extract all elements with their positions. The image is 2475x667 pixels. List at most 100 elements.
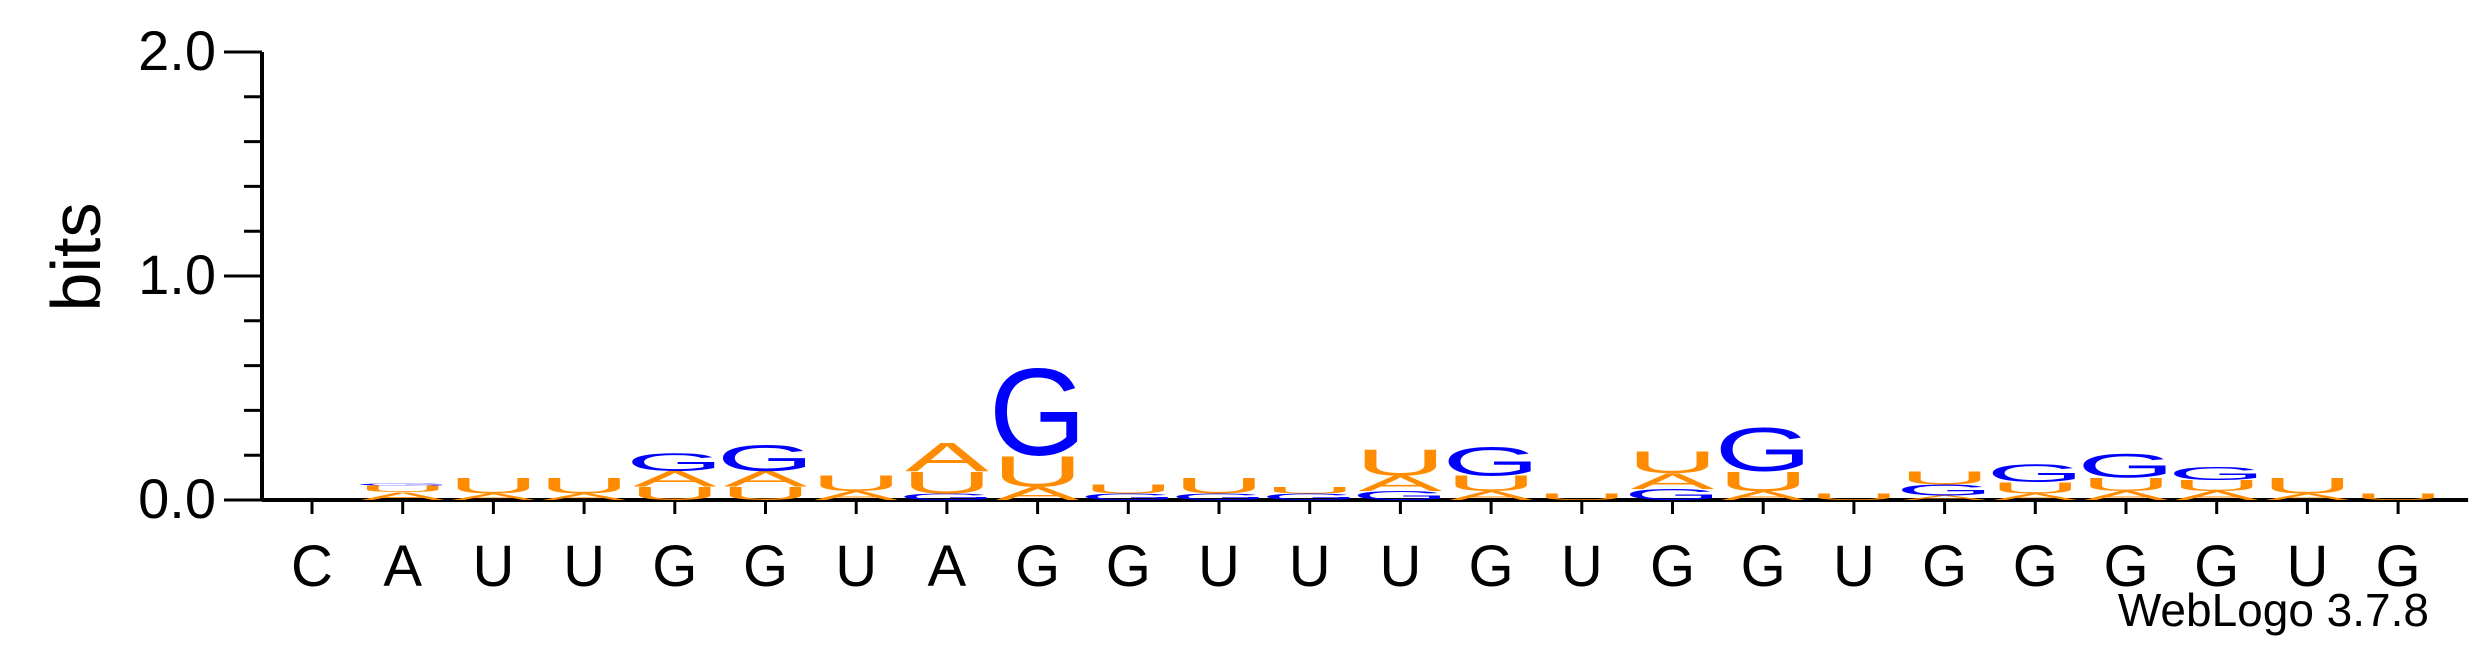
logo-letter-U: U (629, 483, 720, 504)
logo-letter-U: U (2353, 492, 2444, 502)
logo-letter-G: G (1442, 439, 1540, 484)
logo-letter-glyph: U (1627, 445, 1718, 480)
logo-letter-glyph: A (814, 489, 898, 503)
x-tick-label: U (1198, 534, 1240, 599)
logo-letter-A: A (1721, 489, 1805, 503)
logo-letter-A: A (1449, 489, 1533, 503)
logo-letter-glyph: U (629, 483, 720, 504)
logo-letter-glyph: G (2168, 463, 2266, 484)
logo-letter-glyph: A (905, 434, 990, 479)
x-tick-label: G (1650, 534, 1695, 599)
x-tick-label: G (1741, 534, 1786, 599)
x-tick-label: U (1379, 534, 1421, 599)
logo-letter-glyph: G (1079, 492, 1177, 502)
logo-letter-U: U (2171, 477, 2262, 494)
logo-letter-G: G (2077, 447, 2175, 485)
logo-letter-G: G (1986, 460, 2084, 488)
logo-letter-A: A (905, 434, 990, 479)
logo-letter-G: G (1624, 486, 1722, 503)
logo-letter-U: U (1627, 445, 1718, 480)
x-tick-label: U (1561, 534, 1603, 599)
logo-letter-glyph: G (354, 483, 452, 486)
logo-letter-glyph: A (542, 492, 627, 502)
x-tick-label: U (563, 534, 605, 599)
x-tick-label: U (1289, 534, 1331, 599)
logo-letter-G: G (1896, 481, 1994, 498)
logo-letter-glyph: U (1718, 466, 1809, 497)
logo-letter-glyph: U (1083, 482, 1174, 496)
logo-letter-G: G (717, 437, 815, 479)
logo-letter-U: U (1718, 466, 1809, 497)
logo-letter-A: A (361, 490, 446, 502)
logo-letter-G: G (2168, 463, 2266, 484)
logo-letter-U: U (720, 483, 811, 504)
logo-letter-glyph: A (996, 483, 1080, 504)
logo-letter-glyph: A (1631, 469, 1715, 493)
logo-letter-glyph: G (1442, 439, 1540, 484)
logo-letter-glyph: U (1899, 468, 1990, 489)
x-tick-label: G (1922, 534, 1967, 599)
y-tick-label: 0.0 (138, 467, 216, 530)
logo-letter-U: U (1083, 482, 1174, 496)
logo-letter-U: U (811, 471, 902, 495)
logo-letter-glyph: U (902, 465, 993, 500)
logo-letter-U: U (1809, 492, 1900, 502)
logo-letter-G: G (1714, 415, 1812, 485)
logo-letter-A: A (1358, 471, 1442, 495)
y-axis: 0.0 1.0 2.0 (138, 19, 264, 530)
logo-letter-glyph: G (1170, 492, 1268, 502)
logo-letter-glyph: U (992, 447, 1083, 496)
logo-letter-glyph: U (2171, 477, 2262, 494)
logo-letter-glyph: A (361, 490, 446, 502)
logo-letter-glyph: A (633, 467, 717, 491)
logo-letter-glyph: U (2262, 474, 2353, 498)
logo-letter-glyph: U (1536, 492, 1627, 502)
logo-letter-glyph: A (2175, 489, 2259, 503)
logo-letter-A: A (542, 492, 627, 502)
logo-letter-G: G (1261, 492, 1359, 502)
x-tick-label: U (835, 534, 877, 599)
x-tick-label: U (2286, 534, 2328, 599)
x-tick-label: U (472, 534, 514, 599)
logo-letter-U: U (2262, 474, 2353, 498)
logo-letter-U: U (357, 484, 448, 494)
logo-letter-U: U (1899, 468, 1990, 489)
logo-letter-A: A (2084, 489, 2168, 503)
logo-letter-A: A (996, 483, 1080, 504)
logo-letter-U: U (1174, 474, 1265, 498)
logo-letter-glyph: A (1993, 492, 2078, 502)
logo-letter-U: U (1990, 479, 2081, 496)
logo-letter-U: U (1536, 492, 1627, 502)
x-tick-label: C (291, 534, 333, 599)
y-axis-label: bits (37, 203, 115, 312)
logo-letter-A: A (814, 489, 898, 503)
logo-letter-U: U (448, 474, 539, 498)
logo-letter-glyph: U (1990, 479, 2081, 496)
logo-letter-U: U (2081, 474, 2172, 495)
logo-letter-A: A (1631, 469, 1715, 493)
logo-letter-G: G (898, 492, 996, 502)
logo-letter-glyph: A (2265, 492, 2350, 502)
x-tick-label: G (743, 534, 788, 599)
logo-letter-glyph: U (1264, 485, 1355, 495)
logo-letter-glyph: G (989, 343, 1087, 482)
logo-letter-glyph: G (1714, 415, 1812, 485)
logo-letter-U: U (992, 447, 1083, 496)
logo-letter-glyph: U (2081, 474, 2172, 495)
logo-letter-glyph: A (451, 492, 536, 502)
logo-letter-U: U (1355, 442, 1446, 484)
logo-letter-glyph: U (720, 483, 811, 504)
logo-letter-glyph: A (1903, 494, 1988, 501)
logo-letter-glyph: U (811, 471, 902, 495)
logo-letter-U: U (1446, 471, 1537, 495)
logo-letter-A: A (2265, 492, 2350, 502)
logo-letter-glyph: G (1986, 460, 2084, 488)
logo-letter-glyph: U (357, 484, 448, 494)
weblogo-credit: WebLogo 3.7.8 (2117, 584, 2429, 636)
logo-letter-glyph: A (724, 467, 808, 491)
x-tick-label: G (1106, 534, 1151, 599)
logo-letter-glyph: G (898, 492, 996, 502)
